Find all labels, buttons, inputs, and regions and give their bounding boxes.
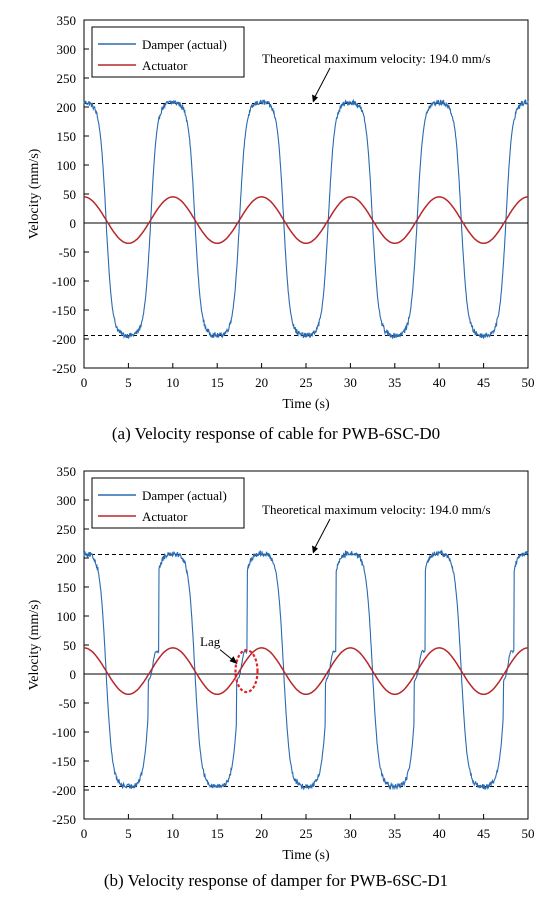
y-tick-label: 250 — [57, 71, 77, 86]
y-axis-label: Velocity (mm/s) — [27, 599, 42, 690]
y-tick-label: 50 — [63, 187, 76, 202]
y-tick-label: -100 — [52, 274, 76, 289]
y-tick-label: 300 — [57, 493, 77, 508]
legend-label-damper: Damper (actual) — [142, 37, 227, 52]
x-tick-label: 40 — [433, 826, 446, 841]
annotation-arrow-line — [312, 67, 331, 101]
figure-a: -250 -200 -150 -100 -50 0 50 100 150 200 250 300 350… — [27, 13, 535, 443]
y-tick-label: 150 — [57, 580, 77, 595]
y-tick-label: -200 — [52, 332, 76, 347]
legend-box — [91, 26, 245, 78]
x-tick-label: 45 — [477, 826, 490, 841]
annotation-arrowhead — [312, 545, 318, 554]
annotation-arrow-line — [312, 518, 331, 552]
velocity-chart-b: -250-200-150-100-50050100150200250300350… — [27, 464, 535, 863]
y-tick-label: 50 — [63, 638, 76, 653]
x-tick-label: 30 — [344, 375, 357, 390]
x-axis-label: Time (s) — [282, 848, 330, 863]
x-tick-label: 0 — [81, 375, 88, 390]
actuator-series-line — [84, 196, 528, 245]
x-axis-label: Time (s) — [282, 397, 330, 412]
y-tick-label: -250 — [52, 812, 76, 827]
legend: Damper (actual) Actuator — [91, 26, 245, 78]
x-tick-label: 50 — [522, 826, 535, 841]
y-tick-label: -50 — [59, 245, 76, 260]
y-tick-label: -150 — [52, 754, 76, 769]
annotation-arrowhead — [312, 94, 318, 103]
x-tick-label: 20 — [255, 375, 268, 390]
lag-label: Lag — [200, 634, 221, 649]
y-tick-label: -50 — [59, 696, 76, 711]
x-tick-label: 50 — [522, 375, 535, 390]
x-tick-label: 40 — [433, 375, 446, 390]
legend-box — [91, 477, 245, 529]
legend-label-damper: Damper (actual) — [142, 488, 227, 503]
x-tick-label: 25 — [300, 826, 313, 841]
legend: Damper (actual) Actuator — [91, 477, 245, 529]
lag-arrowhead — [229, 656, 238, 665]
legend-label-actuator: Actuator — [142, 58, 188, 73]
y-tick-label: 100 — [57, 609, 77, 624]
lag-highlight-circle — [234, 649, 259, 694]
y-tick-label: -250 — [52, 361, 76, 376]
y-tick-label: 350 — [57, 464, 77, 479]
y-tick-label: -200 — [52, 783, 76, 798]
actuator-series-line — [84, 647, 528, 696]
x-tick-label: 45 — [477, 375, 490, 390]
x-tick-label: 20 — [255, 826, 268, 841]
y-tick-label: 200 — [57, 551, 77, 566]
velocity-chart-a: -250-200-150-100-50050100150200250300350… — [27, 13, 535, 412]
damper-series-line — [83, 98, 529, 340]
x-tick-label: 5 — [125, 375, 132, 390]
y-tick-label: 100 — [57, 158, 77, 173]
x-tick-label: 35 — [388, 826, 401, 841]
legend-label-actuator: Actuator — [142, 509, 188, 524]
y-tick-label: 0 — [70, 667, 77, 682]
x-tick-label: 10 — [166, 375, 179, 390]
x-tick-label: 30 — [344, 826, 357, 841]
y-tick-label: -100 — [52, 725, 76, 740]
theoretical-max-annotation: Theoretical maximum velocity: 194.0 mm/s — [262, 51, 491, 66]
x-tick-label: 35 — [388, 375, 401, 390]
y-tick-label: 300 — [57, 42, 77, 57]
damper-series-line — [83, 549, 529, 791]
caption-b: (b) Velocity response of damper for PWB-… — [103, 871, 449, 890]
y-tick-label: 250 — [57, 522, 77, 537]
figure-b: -250 -200 -150 -100 -50 0 50 100 150 200 250 300 350… — [0, 451, 552, 902]
y-tick-label: 200 — [57, 100, 77, 115]
theoretical-max-annotation: Theoretical maximum velocity: 194.0 mm/s — [262, 502, 491, 517]
x-tick-label: 15 — [211, 375, 224, 390]
x-tick-label: 5 — [125, 826, 132, 841]
x-tick-label: 10 — [166, 826, 179, 841]
y-tick-label: 0 — [70, 216, 77, 231]
x-tick-label: 0 — [81, 826, 88, 841]
x-tick-label: 15 — [211, 826, 224, 841]
y-tick-label: 150 — [57, 129, 77, 144]
y-tick-label: 350 — [57, 13, 77, 28]
x-tick-label: 25 — [300, 375, 313, 390]
y-axis-label: Velocity (mm/s) — [27, 148, 42, 239]
y-tick-label: -150 — [52, 303, 76, 318]
caption-a: (a) Velocity response of cable for PWB-6… — [111, 424, 441, 443]
